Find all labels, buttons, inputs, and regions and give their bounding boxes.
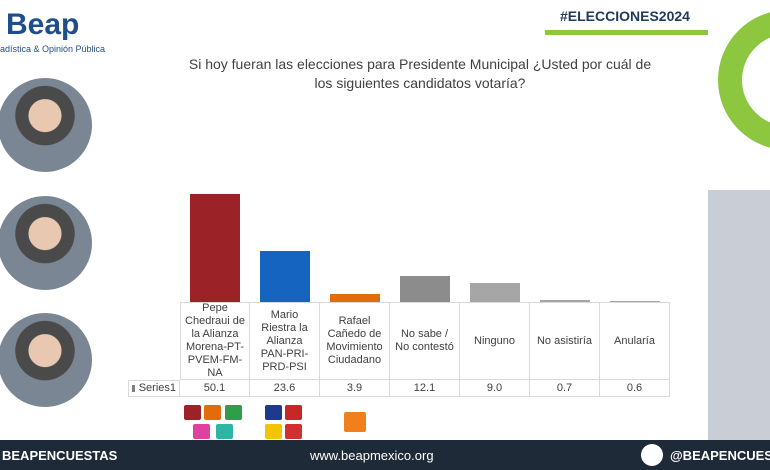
category-label: No sabe / No contestó	[390, 302, 460, 380]
side-image	[708, 0, 770, 440]
value-label: 0.7	[530, 380, 600, 397]
category-label: Anularía	[600, 302, 670, 380]
category-label: Rafael Cañedo de Movimiento Ciudadano	[320, 302, 390, 380]
legend-cell: Series1	[128, 380, 180, 397]
footer-right: @BEAPENCUESTAS	[670, 448, 770, 463]
bar	[260, 251, 310, 302]
party-logo	[344, 412, 366, 432]
twitter-icon	[641, 444, 663, 466]
brand-tagline: adística & Opinión Pública	[0, 44, 106, 54]
value-label: 9.0	[460, 380, 530, 397]
party-logo	[216, 424, 233, 439]
bar	[330, 293, 380, 302]
category-label: No asistiría	[530, 302, 600, 380]
value-label: 3.9	[320, 380, 390, 397]
bar	[470, 282, 520, 302]
bar	[610, 300, 660, 302]
candidate-photo	[0, 196, 92, 290]
legend-swatch	[132, 384, 135, 392]
value-label: 12.1	[390, 380, 460, 397]
category-label: Ninguno	[460, 302, 530, 380]
party-logo	[265, 405, 282, 420]
decor-ring	[718, 10, 770, 150]
logo: Beap adística & Opinión Pública	[0, 4, 110, 56]
bar	[190, 193, 240, 302]
party-logo	[285, 424, 302, 439]
chart: Series1 Pepe Chedraui de la Alianza Moren…	[128, 193, 670, 397]
legend-label: Series1	[138, 381, 176, 394]
party-logo	[285, 405, 302, 420]
bar	[540, 300, 590, 302]
footer: BEAPENCUESTAS www.beapmexico.org @BEAPEN…	[0, 440, 770, 470]
party-logo	[204, 405, 221, 420]
hashtag: #ELECCIONES2024	[560, 8, 690, 24]
party-logo	[193, 424, 210, 439]
footer-left: BEAPENCUESTAS	[2, 448, 118, 463]
candidate-photo	[0, 313, 92, 407]
chart-title: Si hoy fueran las elecciones para Presid…	[188, 56, 652, 91]
candidate-photo	[0, 78, 92, 172]
party-logo	[225, 405, 242, 420]
hashtag-stripe	[545, 30, 708, 35]
value-label: 0.6	[600, 380, 670, 397]
party-logo	[184, 405, 201, 420]
category-label: Mario Riestra la Alianza PAN-PRI-PRD-PSI	[250, 302, 320, 380]
footer-center: www.beapmexico.org	[310, 448, 434, 463]
value-label: 50.1	[180, 380, 250, 397]
party-logo	[265, 424, 282, 439]
bar	[400, 275, 450, 302]
category-label: Pepe Chedraui de la Alianza Morena-PT-PV…	[180, 302, 250, 380]
brand: Beap	[6, 8, 80, 41]
value-label: 23.6	[250, 380, 320, 397]
